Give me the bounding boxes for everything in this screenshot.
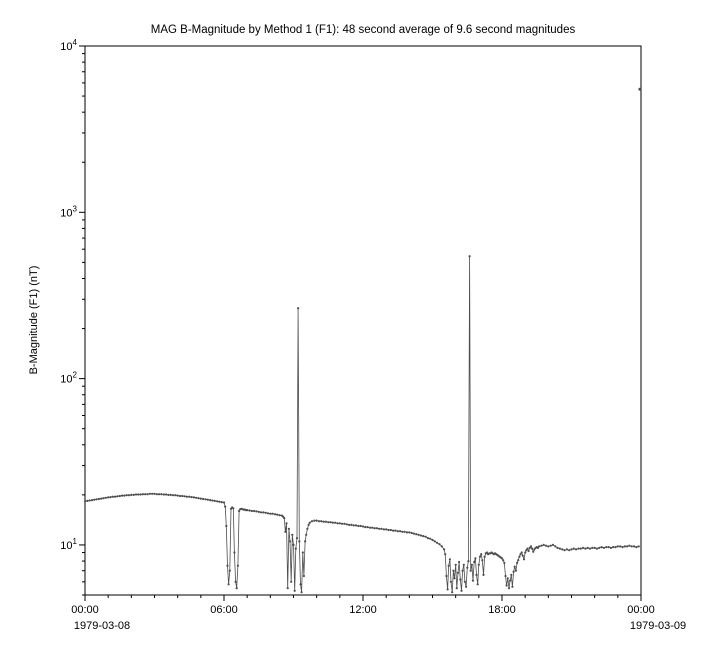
outlier-point — [638, 87, 642, 91]
y-axis-label: B-Magnitude (F1) (nT) — [28, 266, 40, 375]
x-axis-date-right: 1979-03-09 — [630, 620, 686, 632]
x-axis-date-left: 1979-03-08 — [74, 620, 130, 632]
y-tick-label: 104 — [60, 38, 77, 53]
x-axis-major-ticks — [84, 595, 642, 601]
y-tick-labels: 101 102 103 104 — [60, 38, 77, 552]
x-tick-label: 06:00 — [210, 604, 238, 616]
y-tick-label: 102 — [60, 371, 77, 386]
data-series-line — [84, 256, 639, 593]
data-series-points — [83, 255, 640, 594]
x-tick-labels: 00:00 06:00 12:00 18:00 00:00 — [71, 604, 655, 616]
y-axis-major-ticks — [79, 45, 85, 546]
x-tick-label: 12:00 — [349, 604, 377, 616]
y-tick-label: 103 — [60, 204, 77, 219]
x-tick-label: 00:00 — [71, 604, 99, 616]
chart-title: MAG B-Magnitude by Method 1 (F1): 48 sec… — [151, 24, 576, 36]
x-tick-label: 18:00 — [488, 604, 516, 616]
y-tick-label: 101 — [60, 537, 77, 552]
plot-frame — [84, 45, 642, 596]
y-axis-minor-ticks — [82, 53, 85, 596]
x-axis-minor-ticks — [107, 595, 619, 598]
x-tick-label: 00:00 — [627, 604, 655, 616]
